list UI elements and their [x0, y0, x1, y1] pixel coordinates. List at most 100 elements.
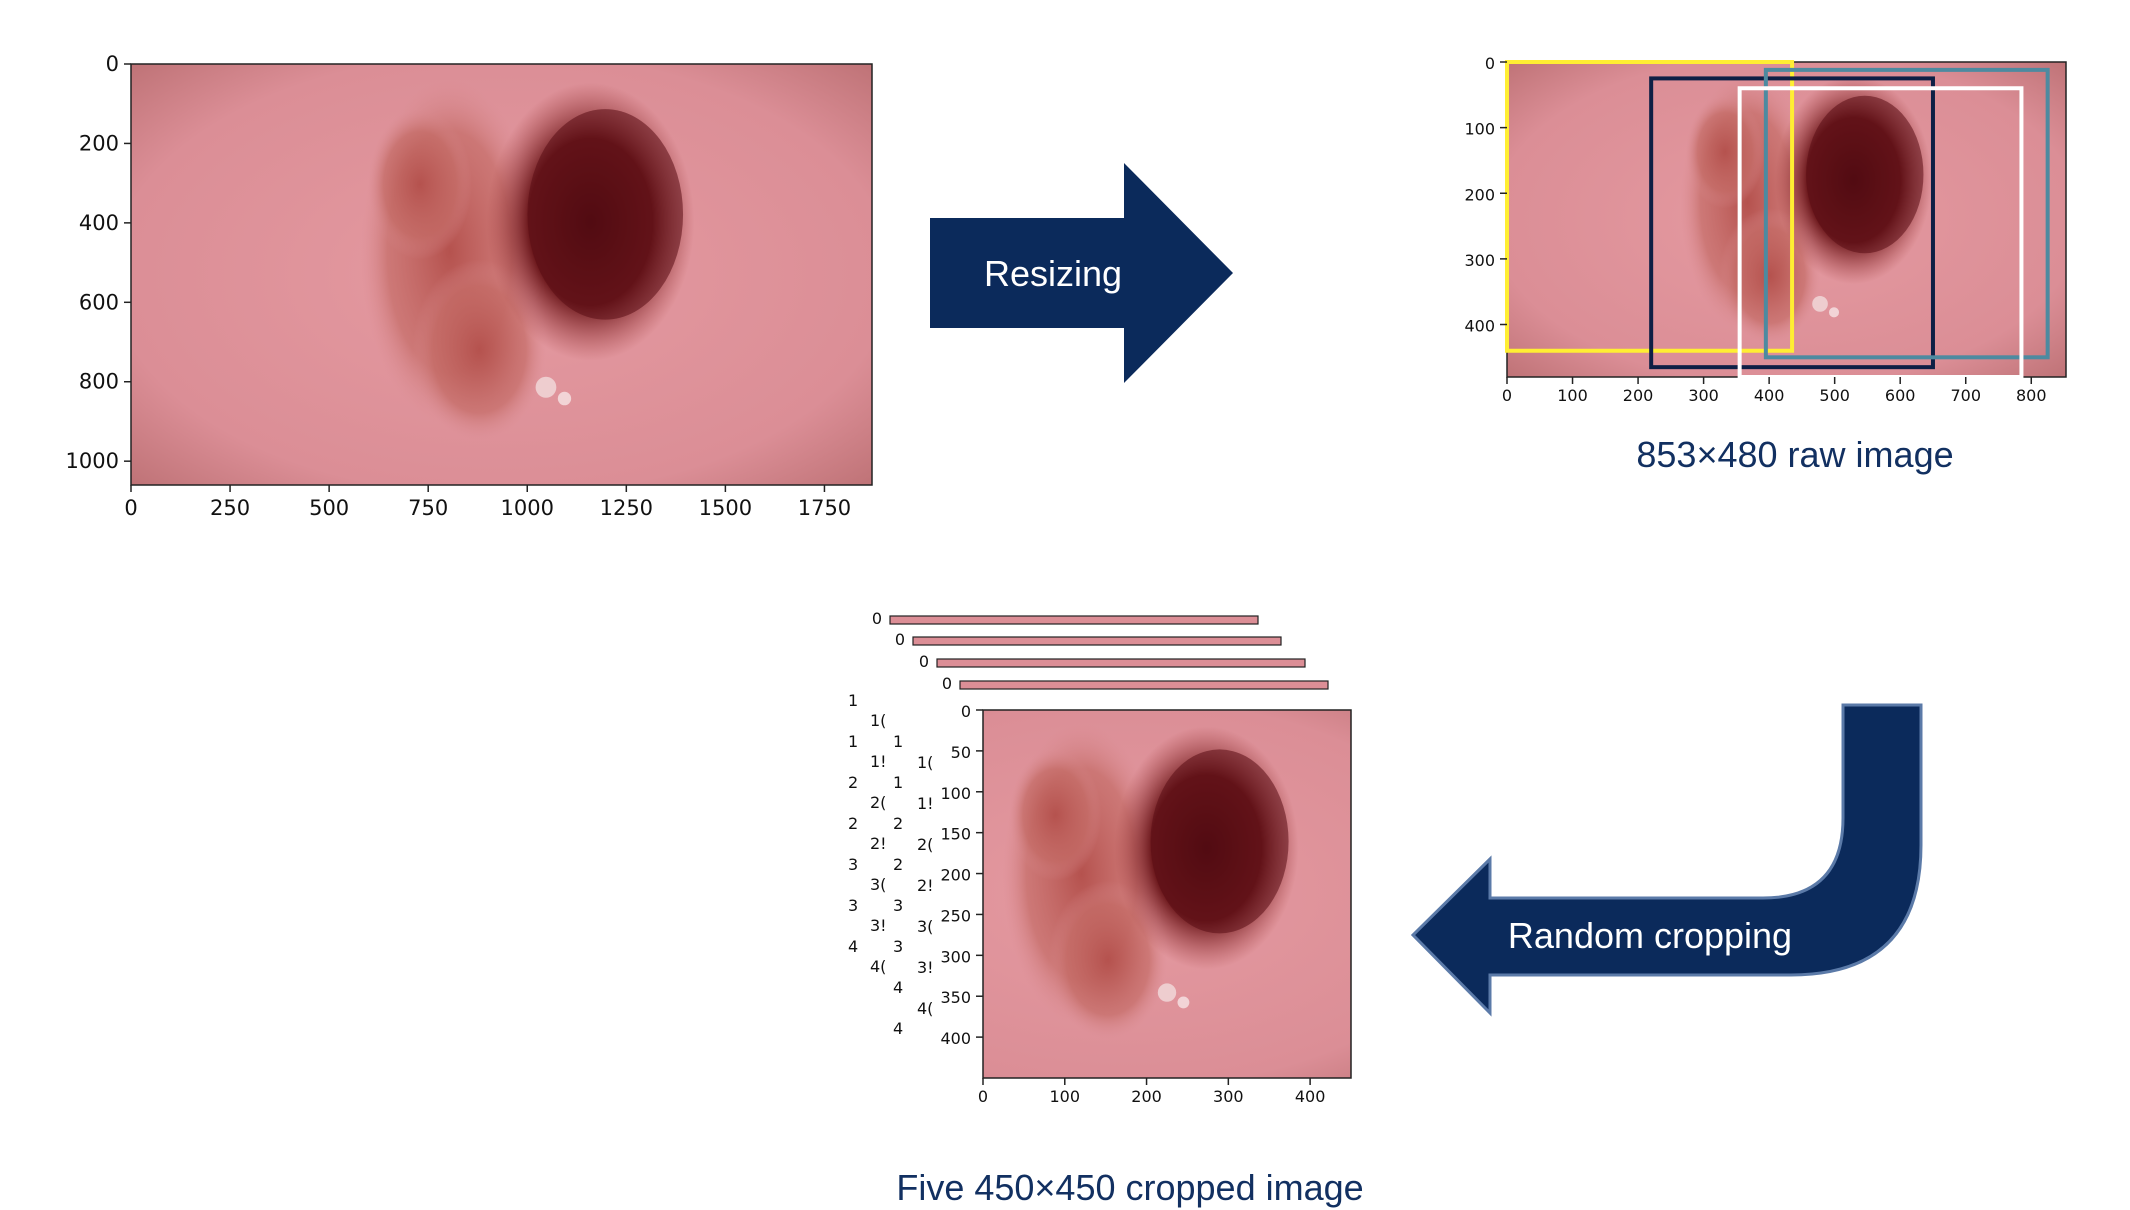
- partial-tick-label: 2: [848, 773, 858, 792]
- partial-tick-label: 3(: [870, 875, 886, 894]
- original-x-tick-label: 750: [408, 496, 448, 520]
- resized-y-tick-label: 300: [1464, 251, 1495, 270]
- cropped-y-tick-label: 300: [940, 947, 971, 966]
- cropped-y-tick-label: 0: [961, 702, 971, 721]
- partial-tick-label: 3(: [917, 917, 933, 936]
- stacked-crop-zero-tick: 0: [942, 674, 952, 693]
- cropped-x-tick-label: 400: [1295, 1087, 1326, 1106]
- stacked-crop-4: [936, 658, 1306, 668]
- original-image-panel: 0 250 500 750 1000 1250 1500 1750 0 200 400 600 800…: [66, 52, 873, 520]
- cropped-y-tick-label: 150: [940, 825, 971, 844]
- partial-tick-label: 4: [893, 978, 903, 997]
- resized-x-tick-label: 200: [1623, 386, 1654, 405]
- original-y-tick-label: 400: [79, 211, 119, 235]
- stacked-crop-3: [912, 636, 1282, 646]
- partial-tick-label: 1!: [870, 752, 887, 771]
- original-x-axis: 0 250 500 750 1000 1250 1500 1750: [124, 485, 851, 520]
- crop-box-2: [1649, 76, 1935, 370]
- cropped-y-tick-label: 400: [940, 1029, 971, 1048]
- partial-tick-label: 3: [893, 896, 903, 915]
- resized-x-tick-label: 500: [1819, 386, 1850, 405]
- cropped-y-tick-label: 50: [951, 743, 971, 762]
- partial-tick-label: 3!: [870, 916, 887, 935]
- cropped-image-caption: Five 450×450 cropped image: [896, 1167, 1363, 1208]
- original-x-tick-label: 1750: [798, 496, 851, 520]
- resized-y-tick-label: 200: [1464, 185, 1495, 204]
- partial-tick-label: 3: [848, 855, 858, 874]
- partial-tick-label: 2!: [870, 834, 887, 853]
- cropped-x-tick-label: 200: [1131, 1087, 1162, 1106]
- partial-tick-label: 4(: [917, 999, 933, 1018]
- partial-tick-label: 1: [893, 773, 903, 792]
- crop-box-4: [1737, 86, 2024, 379]
- resized-x-tick-label: 100: [1557, 386, 1588, 405]
- resized-x-tick-label: 800: [2016, 386, 2047, 405]
- original-y-tick-label: 0: [106, 52, 119, 76]
- original-y-axis: 0 200 400 600 800 1000: [66, 52, 131, 473]
- partial-tick-label: 1: [848, 691, 858, 710]
- partial-tick-label: 4: [848, 937, 858, 956]
- resized-y-tick-label: 100: [1464, 120, 1495, 139]
- partial-tick-label: 2: [848, 814, 858, 833]
- resized-skin-lesion-image: [1507, 62, 2066, 377]
- original-x-tick-label: 1250: [600, 496, 653, 520]
- partial-tick-label: 4: [893, 1019, 903, 1038]
- original-x-tick-label: 0: [124, 496, 137, 520]
- resized-x-tick-label: 0: [1502, 386, 1512, 405]
- partial-tick-label: 1: [893, 732, 903, 751]
- stacked-crop-5: [959, 680, 1329, 690]
- stacked-crop-zero-tick: 0: [919, 652, 929, 671]
- stacked-crop-zero-tick: 0: [872, 609, 882, 628]
- resized-x-tick-label: 600: [1885, 386, 1916, 405]
- stacked-crop-2: [889, 615, 1259, 625]
- resized-y-tick-label: 400: [1464, 317, 1495, 336]
- random-cropping-arrow: Random cropping: [1410, 703, 1923, 1017]
- partial-tick-label: 1(: [917, 753, 933, 772]
- original-x-tick-label: 500: [309, 496, 349, 520]
- resizing-label: Resizing: [984, 253, 1122, 294]
- cropped-x-tick-label: 300: [1213, 1087, 1244, 1106]
- cropped-y-tick-label: 200: [940, 866, 971, 885]
- partial-tick-label: 2: [893, 814, 903, 833]
- partial-tick-label: 2(: [870, 793, 886, 812]
- original-skin-lesion-image: [131, 64, 872, 485]
- partial-tick-label: 1: [848, 732, 858, 751]
- stacked-partial-ticks: 1 1 2 2 3 3 4 1(1! 2(2! 3(3! 4(1 1 2 2 3 3 4 4 1(1! 2(2! 3(3…: [848, 691, 934, 1038]
- resized-y-axis: 0 100 200 300 400: [1464, 54, 1507, 336]
- original-y-tick-label: 800: [79, 370, 119, 394]
- resized-x-tick-label: 300: [1688, 386, 1719, 405]
- random-cropping-label: Random cropping: [1508, 915, 1792, 956]
- resized-image-caption: 853×480 raw image: [1636, 434, 1953, 475]
- original-y-tick-label: 200: [79, 131, 119, 155]
- resized-image-panel: 0 100 200 300 400 500 600 700 800 0100200300400 …: [1464, 54, 2067, 475]
- original-y-tick-label: 600: [79, 290, 119, 314]
- original-image-frame: [130, 63, 873, 486]
- crop-boxes: [1505, 60, 2050, 379]
- original-x-tick-label: 1500: [699, 496, 752, 520]
- random-cropping-arrow-shape: [1410, 703, 1923, 1017]
- resizing-arrow-shape: [930, 163, 1233, 383]
- cropped-x-tick-label: 0: [978, 1087, 988, 1106]
- front-cropped-image-frame: [982, 709, 1352, 1079]
- partial-tick-label: 3: [848, 896, 858, 915]
- partial-tick-label: 4(: [870, 957, 886, 976]
- original-x-tick-label: 250: [210, 496, 250, 520]
- cropped-x-axis: 0 100 200 300 400: [978, 1078, 1325, 1106]
- resized-x-tick-label: 400: [1754, 386, 1785, 405]
- partial-tick-label: 1(: [870, 711, 886, 730]
- cropped-y-tick-label: 100: [940, 784, 971, 803]
- partial-tick-label: 3: [893, 937, 903, 956]
- cropped-x-tick-label: 100: [1050, 1087, 1081, 1106]
- partial-tick-label: 2!: [917, 876, 934, 895]
- partial-tick-label: 2(: [917, 835, 933, 854]
- crop-box-3: [1763, 67, 2050, 360]
- cropped-y-tick-label: 250: [940, 906, 971, 925]
- resized-x-tick-label: 700: [1950, 386, 1981, 405]
- partial-tick-label: 3!: [917, 958, 934, 977]
- resized-y-tick-label: 0: [1485, 54, 1495, 73]
- cropped-y-axis: 0 50 100 150 200 250 300 350 400: [940, 702, 983, 1048]
- resized-x-axis: 0 100 200 300 400 500 600 700 800: [1502, 377, 2047, 405]
